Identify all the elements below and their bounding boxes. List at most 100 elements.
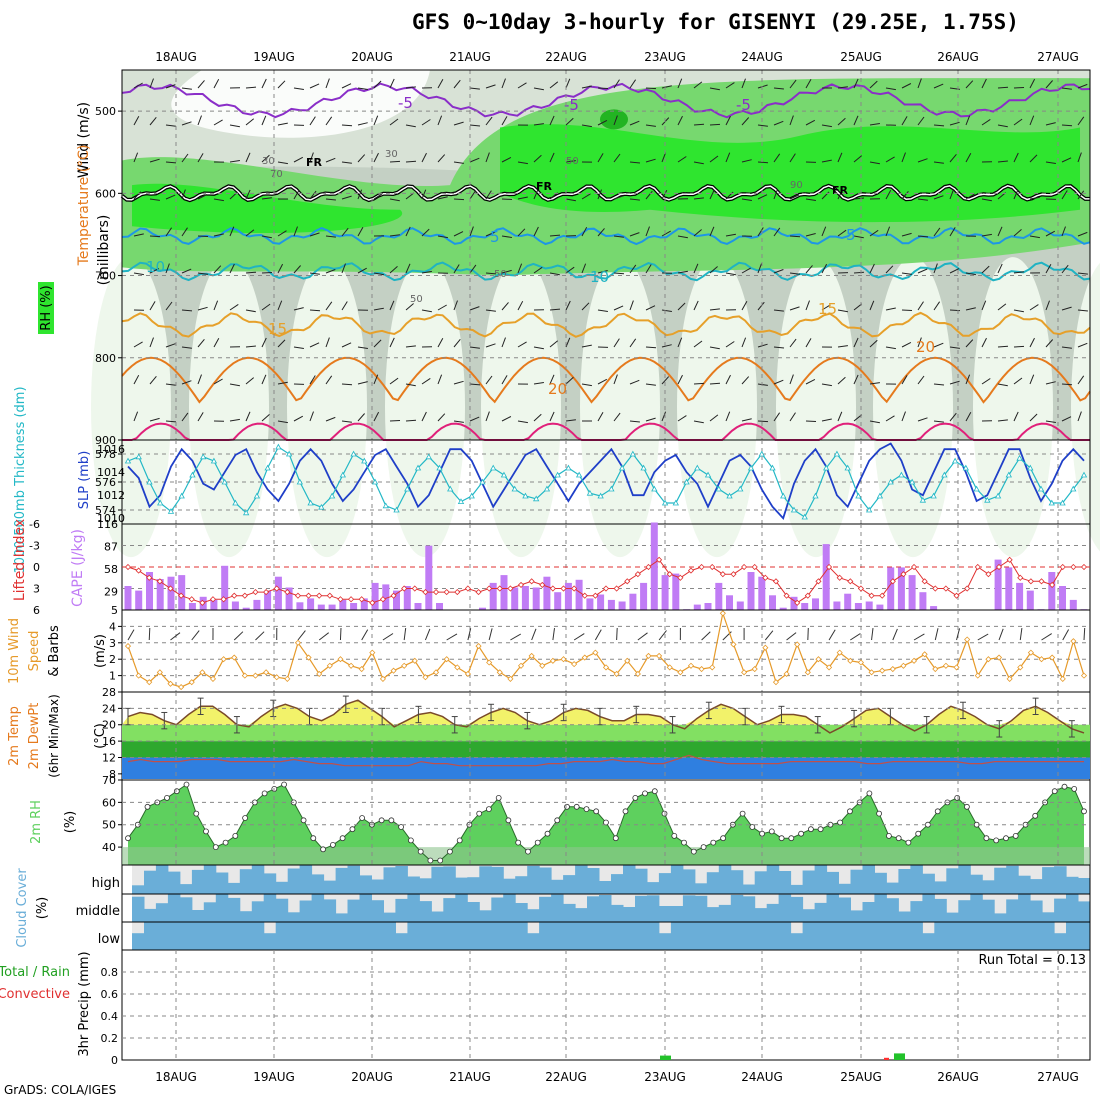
rh2m-point <box>144 803 151 810</box>
wind-speed-point <box>507 675 514 682</box>
wind-barb <box>821 383 832 387</box>
wind-barb <box>133 374 140 385</box>
wind-barb <box>709 308 720 311</box>
wind-barb <box>405 226 411 237</box>
thickness-point <box>275 443 282 450</box>
cloud-cell <box>682 895 696 922</box>
wind-barb <box>405 303 414 311</box>
li-point <box>263 589 270 596</box>
li-point <box>889 578 896 585</box>
cloud-cell <box>299 865 313 894</box>
wind-barb <box>757 194 768 200</box>
thickness-point <box>930 492 937 499</box>
thickness-point <box>629 450 637 457</box>
thickness-point <box>565 464 572 471</box>
wind-barb <box>869 80 878 89</box>
wind-speed-point <box>326 662 333 669</box>
wind-barb <box>645 158 656 163</box>
rh2m-point <box>681 839 687 846</box>
wind-barb <box>469 87 480 90</box>
wind-speed-point <box>1027 649 1034 656</box>
dewpt-band-blue <box>122 757 1090 779</box>
thickness-point <box>758 450 765 457</box>
thickness-point <box>812 492 819 499</box>
wind-barb <box>693 81 703 89</box>
wind-barb <box>869 229 879 237</box>
wind-barb <box>325 78 330 89</box>
wind-barb <box>357 189 363 200</box>
gridlines-temp2m <box>175 692 1059 780</box>
cloud-cell <box>958 900 971 922</box>
wind-barb <box>533 413 542 422</box>
wind-barb <box>149 268 160 274</box>
rh-dry-column <box>776 257 856 558</box>
wind-barb <box>309 232 320 237</box>
wind-barb <box>1077 411 1082 422</box>
rh2m-point <box>798 830 804 837</box>
slp-tick-label: 1016 <box>97 443 125 456</box>
li-point <box>794 599 801 606</box>
wind-barb <box>293 156 304 163</box>
wind-barb <box>437 154 446 163</box>
wind-speed-point <box>528 652 535 659</box>
wind-barb <box>821 226 827 237</box>
rh2m-point <box>525 848 531 855</box>
cloud-cell <box>886 882 899 894</box>
wind-barb <box>709 189 715 200</box>
cloud-cell <box>706 922 720 950</box>
wind-barb <box>1061 87 1072 90</box>
cape-bar <box>253 599 261 610</box>
wind-barb <box>709 346 720 350</box>
tick-label: 4 <box>109 620 116 633</box>
wind-barb <box>965 374 971 385</box>
wind-barb <box>469 124 481 127</box>
rh2m-point <box>242 815 249 821</box>
cloud-cell <box>682 922 696 950</box>
wind-speed-point <box>422 674 429 681</box>
thickness-point <box>1048 499 1055 506</box>
cloud-cell <box>383 922 396 950</box>
wind-barb <box>165 263 170 274</box>
tick-label: 40 <box>102 841 116 854</box>
thickness-point <box>307 499 314 506</box>
wind-barb <box>837 411 843 422</box>
cloud-cell <box>383 912 396 922</box>
wind-barb <box>389 266 398 274</box>
cloud-cell <box>718 865 732 894</box>
cloud-cell <box>838 883 851 894</box>
wind-barb <box>1061 124 1073 127</box>
thickness-point <box>1005 471 1012 478</box>
thickness-point <box>414 464 422 471</box>
wind-barb <box>533 87 544 91</box>
tick-label: 574 <box>95 504 116 517</box>
cloud-cell <box>910 865 923 894</box>
wind-barb <box>437 304 447 311</box>
rh2m-point <box>993 837 1000 844</box>
cape-bar <box>339 599 347 610</box>
wind-barb <box>837 309 848 313</box>
wind-barb <box>309 190 317 200</box>
wind-barb <box>389 234 400 237</box>
li-point <box>677 574 684 581</box>
wind-barb <box>261 374 267 385</box>
cape-bar <box>135 590 143 610</box>
cape-bar <box>543 576 551 610</box>
cape-bar <box>1069 599 1077 610</box>
pressure-tick-label: 900 <box>95 434 116 447</box>
wind-barb <box>1013 229 1022 237</box>
wind-speed-point <box>634 670 641 678</box>
wind-barb <box>981 265 990 274</box>
wind-barb <box>453 338 461 348</box>
wind-barb <box>191 630 200 641</box>
wind-barb <box>1029 235 1040 239</box>
wind-barb <box>149 198 160 201</box>
cape-bar <box>758 576 766 610</box>
wind-barb <box>693 300 699 311</box>
wind-barb <box>213 78 220 89</box>
date-label: 19AUG <box>253 1070 295 1084</box>
li-point <box>252 589 259 596</box>
cloud-cell <box>826 871 839 894</box>
thickness-point <box>608 485 615 492</box>
wind-barb <box>469 157 480 163</box>
wind-barb <box>837 117 846 126</box>
